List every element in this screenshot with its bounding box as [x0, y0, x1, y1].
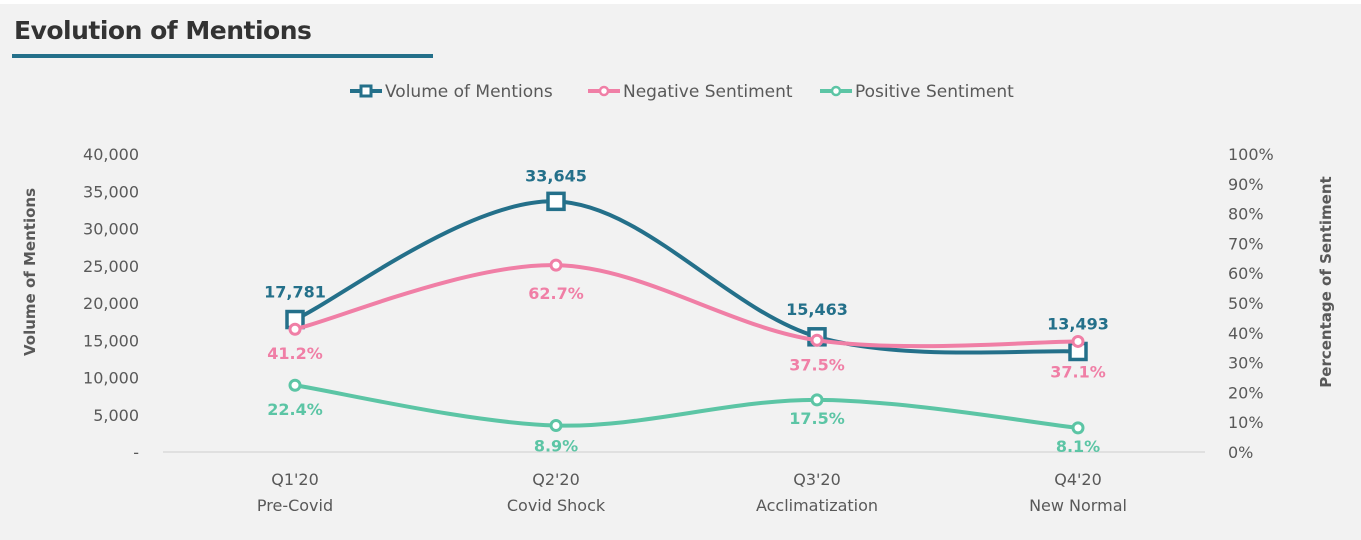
data-label: 33,645 [525, 166, 587, 185]
x-tick-label: Q2'20 [532, 470, 580, 489]
y2-tick-label: 80% [1228, 205, 1264, 224]
y2-tick-label: 50% [1228, 294, 1264, 313]
y-tick-label: 40,000 [83, 145, 139, 164]
series-line-0 [294, 199, 1079, 355]
legend-circle-marker-icon [830, 85, 842, 97]
data-label: 8.9% [534, 436, 578, 455]
data-label: 41.2% [267, 344, 323, 363]
y-tick-label: 15,000 [83, 331, 139, 350]
series-line-1 [294, 263, 1079, 349]
x-tick-label: Q4'20 [1054, 470, 1102, 489]
data-label: 17,781 [264, 283, 326, 302]
chart-title: Evolution of Mentions [14, 16, 312, 45]
x-tick-label: Q1'20 [271, 470, 319, 489]
series-line-2 [294, 383, 1079, 430]
y2-tick-label: 0% [1228, 443, 1253, 462]
y-tick-label: 20,000 [83, 294, 139, 313]
legend-label: Negative Sentiment [623, 82, 793, 102]
data-label: 13,493 [1047, 314, 1109, 333]
y2-tick-label: 20% [1228, 383, 1264, 402]
data-label: 8.1% [1056, 437, 1100, 456]
x-tick-sublabel: Pre-Covid [257, 496, 333, 515]
y2-axis-title: Percentage of Sentiment [1317, 176, 1335, 387]
y2-tick-label: 100% [1228, 145, 1274, 164]
y-tick-label: - [133, 443, 139, 462]
line-chart: - 5,000 10,000 15,000 20,000 25,000 30,000 35,0… [21, 82, 1335, 515]
data-point-marker [1071, 334, 1085, 348]
y-tick-label: 35,000 [83, 182, 139, 201]
data-point-marker [1071, 421, 1085, 435]
y-tick-label: 30,000 [83, 220, 139, 239]
data-point-marker [549, 258, 563, 272]
data-point-marker [288, 322, 302, 336]
data-label: 15,463 [786, 300, 848, 319]
data-label: 22.4% [267, 400, 323, 419]
y2-tick-label: 40% [1228, 324, 1264, 343]
legend-label: Volume of Mentions [385, 82, 553, 102]
y-tick-label: 10,000 [83, 369, 139, 388]
data-label: 62.7% [528, 284, 584, 303]
legend-square-marker-icon [359, 84, 373, 98]
data-label: 37.5% [789, 355, 845, 374]
y2-tick-label: 70% [1228, 234, 1264, 253]
y2-tick-label: 90% [1228, 175, 1264, 194]
x-tick-label: Q3'20 [793, 470, 841, 489]
data-point-marker [546, 191, 566, 212]
data-point-marker [810, 333, 824, 347]
x-tick-sublabel: Covid Shock [507, 496, 606, 515]
y-tick-label: 5,000 [93, 406, 139, 425]
data-point-marker [549, 418, 563, 432]
title-underline [12, 54, 433, 58]
y2-tick-label: 10% [1228, 413, 1264, 432]
data-point-marker [288, 378, 302, 392]
y-tick-label: 25,000 [83, 257, 139, 276]
y2-tick-label: 60% [1228, 264, 1264, 283]
x-tick-sublabel: Acclimatization [756, 496, 878, 515]
y2-tick-label: 30% [1228, 354, 1264, 373]
legend-label: Positive Sentiment [855, 82, 1014, 102]
x-tick-sublabel: New Normal [1029, 496, 1127, 515]
data-label: 37.1% [1050, 362, 1106, 381]
y-axis-title: Volume of Mentions [21, 188, 39, 356]
data-label: 17.5% [789, 409, 845, 428]
legend-circle-marker-icon [598, 85, 610, 97]
data-point-marker [810, 393, 824, 407]
